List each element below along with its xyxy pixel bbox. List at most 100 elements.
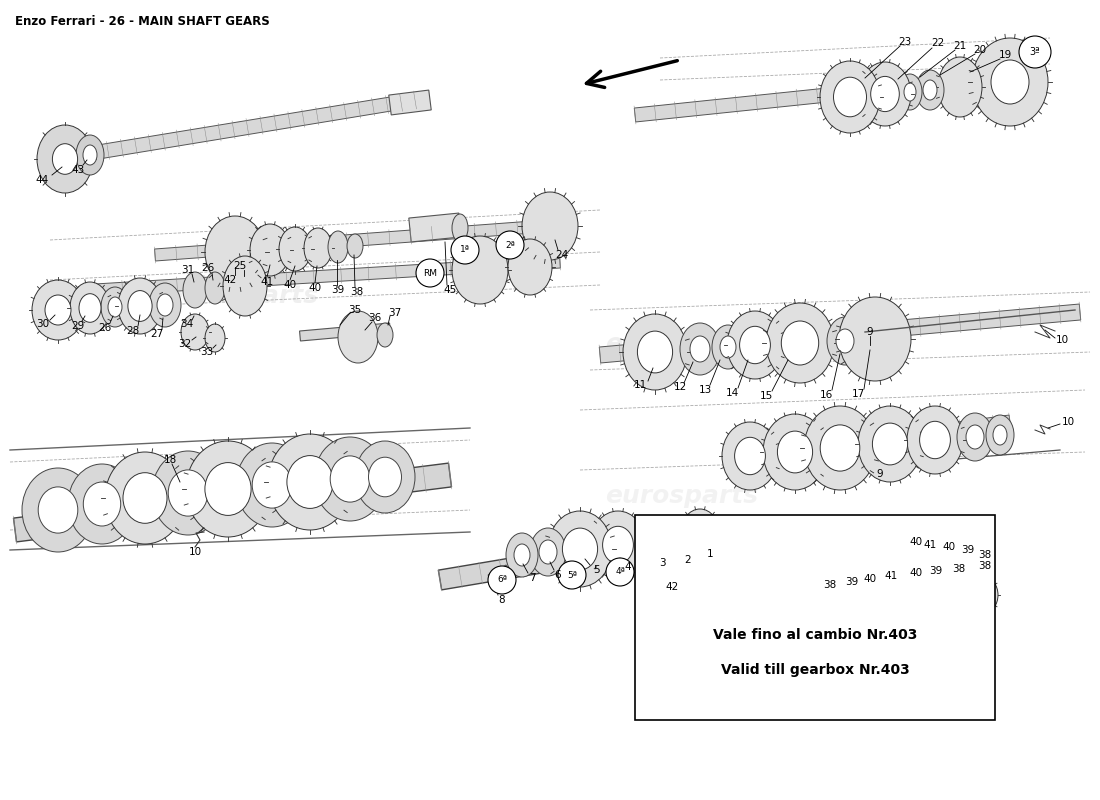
Text: Enzo Ferrari - 26 - MAIN SHAFT GEARS: Enzo Ferrari - 26 - MAIN SHAFT GEARS — [15, 15, 270, 28]
Polygon shape — [299, 323, 390, 341]
Text: 2: 2 — [684, 555, 691, 565]
FancyBboxPatch shape — [635, 515, 996, 720]
Ellipse shape — [22, 468, 94, 552]
Ellipse shape — [938, 57, 982, 117]
Ellipse shape — [639, 530, 657, 554]
Text: eurosparts: eurosparts — [165, 468, 319, 492]
Ellipse shape — [680, 509, 720, 561]
Ellipse shape — [834, 78, 867, 117]
Ellipse shape — [79, 294, 101, 322]
Polygon shape — [79, 93, 416, 162]
Text: eurosparts: eurosparts — [605, 484, 759, 508]
Ellipse shape — [664, 528, 680, 550]
Text: 38: 38 — [978, 561, 991, 571]
Text: 9: 9 — [867, 327, 873, 337]
Text: eurosparts: eurosparts — [165, 284, 319, 308]
Text: 26: 26 — [98, 323, 111, 333]
Text: 36: 36 — [368, 313, 382, 323]
Ellipse shape — [860, 587, 884, 619]
Text: 43: 43 — [72, 165, 85, 175]
Ellipse shape — [739, 326, 770, 364]
Ellipse shape — [838, 587, 866, 623]
Ellipse shape — [223, 256, 267, 316]
Ellipse shape — [781, 321, 818, 365]
Text: 11: 11 — [634, 380, 647, 390]
Ellipse shape — [656, 517, 688, 561]
Text: 29: 29 — [72, 321, 85, 331]
Ellipse shape — [904, 83, 916, 101]
Text: 7: 7 — [529, 573, 536, 583]
Ellipse shape — [727, 311, 783, 379]
Circle shape — [488, 566, 516, 594]
Text: 9: 9 — [877, 469, 883, 479]
Ellipse shape — [690, 336, 710, 362]
Text: 6ª: 6ª — [497, 575, 507, 585]
Ellipse shape — [328, 231, 348, 263]
Text: 4: 4 — [625, 562, 631, 572]
Text: 27: 27 — [151, 329, 164, 339]
Text: 1ª: 1ª — [460, 246, 470, 254]
Text: 40: 40 — [284, 280, 297, 290]
Text: 42: 42 — [666, 582, 679, 592]
Ellipse shape — [944, 578, 976, 618]
Ellipse shape — [993, 425, 1007, 445]
Text: 16: 16 — [820, 390, 833, 400]
Ellipse shape — [152, 451, 224, 535]
Ellipse shape — [548, 511, 612, 587]
Text: 39: 39 — [846, 577, 859, 587]
Polygon shape — [388, 90, 431, 115]
Ellipse shape — [82, 145, 97, 165]
Text: 4ª: 4ª — [615, 567, 625, 577]
Text: 2ª: 2ª — [505, 241, 515, 250]
Ellipse shape — [972, 38, 1048, 126]
Ellipse shape — [858, 406, 922, 482]
Circle shape — [416, 259, 444, 287]
Ellipse shape — [991, 60, 1028, 104]
Text: 41: 41 — [923, 540, 936, 550]
Text: 23: 23 — [899, 37, 912, 47]
Text: 40: 40 — [864, 574, 877, 584]
Polygon shape — [649, 596, 821, 631]
Ellipse shape — [250, 224, 290, 276]
Ellipse shape — [346, 234, 363, 258]
Text: 15: 15 — [759, 391, 772, 401]
Text: 28: 28 — [126, 326, 140, 336]
Text: 12: 12 — [673, 382, 686, 392]
Ellipse shape — [836, 329, 854, 353]
Text: 10: 10 — [188, 547, 201, 557]
Ellipse shape — [32, 280, 84, 340]
Polygon shape — [155, 219, 560, 261]
Text: RM: RM — [424, 269, 437, 278]
Ellipse shape — [68, 464, 136, 544]
Polygon shape — [729, 415, 1011, 467]
Text: 32: 32 — [178, 339, 191, 349]
Text: 38: 38 — [953, 564, 966, 574]
Polygon shape — [438, 522, 727, 590]
Ellipse shape — [101, 287, 129, 327]
Text: 38: 38 — [978, 550, 991, 560]
Text: 40: 40 — [943, 542, 956, 552]
Ellipse shape — [157, 294, 173, 316]
Text: 26: 26 — [201, 263, 214, 273]
Polygon shape — [13, 463, 451, 542]
Ellipse shape — [37, 125, 94, 193]
Ellipse shape — [871, 76, 900, 111]
Ellipse shape — [182, 314, 209, 350]
Ellipse shape — [920, 422, 950, 458]
Ellipse shape — [330, 456, 370, 502]
Ellipse shape — [128, 290, 152, 322]
Text: 33: 33 — [200, 347, 213, 357]
Ellipse shape — [562, 528, 597, 570]
Ellipse shape — [338, 311, 378, 363]
Ellipse shape — [839, 297, 911, 381]
Ellipse shape — [70, 282, 110, 334]
Ellipse shape — [123, 473, 167, 523]
Ellipse shape — [205, 216, 265, 288]
Ellipse shape — [377, 323, 393, 347]
Text: 5: 5 — [593, 565, 600, 575]
Text: 39: 39 — [331, 285, 344, 295]
Ellipse shape — [778, 431, 813, 473]
Text: 24: 24 — [556, 250, 569, 260]
Text: 41: 41 — [261, 277, 274, 287]
Ellipse shape — [539, 540, 557, 564]
